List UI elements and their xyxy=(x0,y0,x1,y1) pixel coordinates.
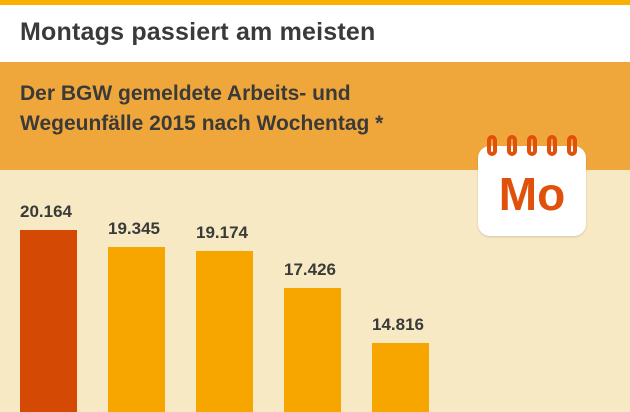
title-band: Montags passiert am meisten xyxy=(0,5,630,62)
bar-Mo xyxy=(20,230,77,412)
top-accent-strip xyxy=(0,0,630,5)
calendar-ring-icon xyxy=(547,135,557,156)
calendar-ring-icon xyxy=(487,135,497,156)
bar-Di xyxy=(108,247,165,412)
chart-subtitle-line2: Wegeunfälle 2015 nach Wochentag * xyxy=(20,112,384,135)
calendar-day-label: Mo xyxy=(498,168,566,221)
calendar-ring-icon xyxy=(527,135,537,156)
bar-value-label: 20.164 xyxy=(20,202,72,221)
bar-Do xyxy=(284,288,341,412)
bar-value-label: 17.426 xyxy=(284,260,336,279)
bar-Mi xyxy=(196,251,253,412)
bar-value-label: 19.345 xyxy=(108,219,160,238)
bar-value-label: 19.174 xyxy=(196,223,248,242)
bar-value-label: 14.816 xyxy=(372,315,424,334)
chart-subtitle: Der BGW gemeldete Arbeits- und Wegeunfäl… xyxy=(20,79,610,139)
calendar-icon: Mo xyxy=(478,135,586,236)
bar-Fr xyxy=(372,343,429,412)
calendar-binder-rings xyxy=(478,135,586,157)
calendar-ring-icon xyxy=(507,135,517,156)
calendar-ring-icon xyxy=(567,135,577,156)
page-title: Montags passiert am meisten xyxy=(20,18,376,46)
chart-subtitle-line1: Der BGW gemeldete Arbeits- und xyxy=(20,82,351,105)
